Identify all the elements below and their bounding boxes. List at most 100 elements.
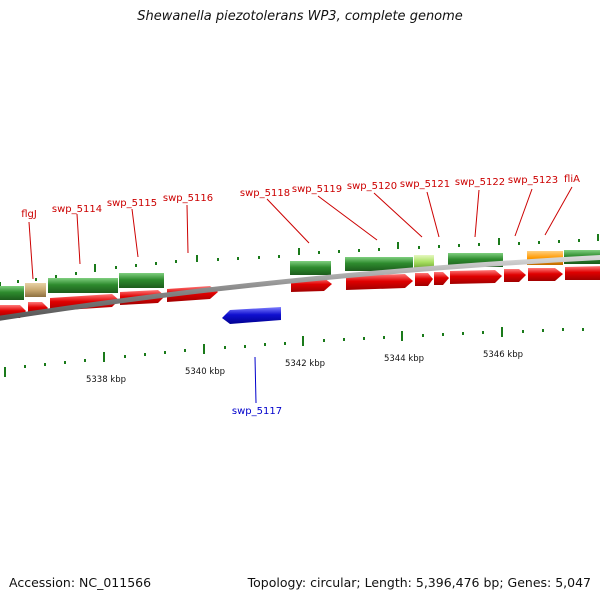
leader-line (514, 188, 533, 237)
gene-feature-flgJ[interactable] (25, 283, 46, 297)
tick-mark (124, 355, 126, 358)
gene-label-swp_5120[interactable]: swp_5120 (347, 181, 397, 192)
tick-mark (278, 255, 280, 258)
tick-mark (597, 234, 599, 241)
tick-mark (144, 353, 146, 356)
label-leaders (28, 186, 573, 280)
gene-feature-swp_5120[interactable] (345, 257, 413, 271)
tick-mark (115, 266, 117, 269)
tick-mark (578, 239, 580, 242)
tick-mark (4, 367, 6, 377)
gene-track (0, 250, 600, 300)
reverse-cds-swp_5117[interactable] (222, 307, 281, 324)
scale-label: 5340 kbp (185, 367, 225, 377)
cds-arrow-swp_5121b[interactable] (434, 272, 449, 285)
tick-mark (224, 346, 226, 349)
cds-arrow-swp_5123[interactable] (504, 269, 526, 282)
gene-feature-swp_5114[interactable] (48, 278, 118, 293)
gene-feature[interactable] (0, 286, 24, 300)
accession-text: Accession: NC_011566 (9, 575, 152, 590)
map-title: Shewanella piezotolerans WP3, complete g… (137, 9, 463, 24)
tick-mark (542, 329, 544, 332)
tick-mark (135, 264, 137, 267)
scale-label: 5346 kbp (483, 350, 523, 360)
cds-arrow-fliA[interactable] (528, 268, 563, 281)
tick-mark (184, 349, 186, 352)
scale-tick-track (4, 327, 584, 377)
leader-line-reverse (254, 356, 257, 404)
tick-mark (501, 327, 503, 337)
tick-mark (558, 240, 560, 243)
tick-mark (302, 336, 304, 346)
tick-mark (264, 343, 266, 346)
gene-label-swp_5121[interactable]: swp_5121 (400, 179, 450, 190)
tick-mark (482, 331, 484, 334)
tick-mark (438, 245, 440, 248)
cds-arrow-swp_5120[interactable] (346, 274, 413, 290)
scale-label: 5342 kbp (285, 359, 325, 369)
tick-mark (462, 332, 464, 335)
tick-mark (458, 244, 460, 247)
tick-mark (55, 275, 57, 278)
scale-label: 5344 kbp (384, 354, 424, 364)
genome-backbone (0, 255, 600, 321)
tick-mark (84, 359, 86, 362)
tick-mark (244, 345, 246, 348)
outer-tick-track (0, 234, 599, 286)
gene-label-swp_5114[interactable]: swp_5114 (52, 204, 102, 215)
gene-label-fliA[interactable]: fliA (564, 174, 580, 185)
topology-text: Topology: circular; Length: 5,396,476 bp… (247, 575, 591, 590)
tick-mark (343, 338, 345, 341)
leader-line (131, 208, 139, 258)
tick-mark (44, 363, 46, 366)
tick-mark (378, 248, 380, 251)
gene-feature-swp_5115[interactable] (119, 273, 164, 288)
tick-mark (318, 251, 320, 254)
tick-mark (358, 249, 360, 252)
tick-mark (418, 246, 420, 249)
forward-cds-track (0, 266, 600, 318)
tick-mark (94, 264, 96, 272)
tick-mark (196, 255, 198, 262)
tick-mark (75, 272, 77, 275)
gene-feature-swp_5121[interactable] (414, 255, 434, 269)
gene-label-swp_5116[interactable]: swp_5116 (163, 193, 213, 204)
tick-mark (24, 365, 26, 368)
tick-mark (338, 250, 340, 253)
leader-line (266, 198, 310, 244)
tick-mark (422, 334, 424, 337)
tick-mark (64, 361, 66, 364)
tick-mark (164, 351, 166, 354)
tick-mark (442, 333, 444, 336)
gene-label-swp_5123[interactable]: swp_5123 (508, 175, 558, 186)
gene-labels: flgJ swp_5114 swp_5115 swp_5116 swp_5118… (21, 174, 580, 220)
tick-mark (478, 243, 480, 246)
scale-labels: 5338 kbp 5340 kbp 5342 kbp 5344 kbp 5346… (86, 350, 523, 385)
cds-arrow[interactable] (565, 266, 600, 280)
tick-mark (175, 260, 177, 263)
tick-mark (522, 330, 524, 333)
tick-mark (383, 336, 385, 339)
tick-mark (298, 248, 300, 255)
gene-label-swp_5122[interactable]: swp_5122 (455, 177, 505, 188)
tick-mark (401, 331, 403, 341)
tick-mark (323, 339, 325, 342)
cds-arrow-swp_5122[interactable] (450, 270, 502, 284)
tick-mark (538, 241, 540, 244)
gene-label-flgJ[interactable]: flgJ (21, 209, 37, 220)
gene-label-swp_5118[interactable]: swp_5118 (240, 188, 290, 199)
cds-arrow-swp_5121[interactable] (415, 273, 433, 286)
tick-mark (582, 328, 584, 331)
leader-line (544, 186, 573, 236)
tick-mark (498, 238, 500, 245)
gene-feature-swp_5118[interactable] (290, 261, 331, 275)
tick-mark (217, 258, 219, 261)
gene-label-swp_5119[interactable]: swp_5119 (292, 184, 342, 195)
tick-mark (155, 262, 157, 265)
leader-line (28, 221, 34, 280)
gene-label-swp_5115[interactable]: swp_5115 (107, 198, 157, 209)
tick-mark (518, 242, 520, 245)
scale-label: 5338 kbp (86, 375, 126, 385)
gene-label-swp_5117[interactable]: swp_5117 (232, 406, 282, 417)
